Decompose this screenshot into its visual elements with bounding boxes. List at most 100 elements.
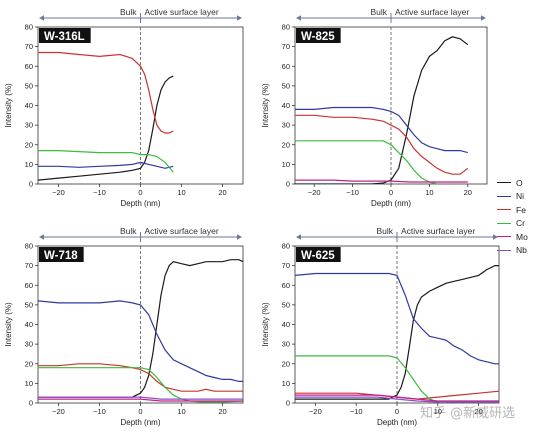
series-line-o	[38, 75, 174, 181]
series-line-ni	[38, 161, 174, 169]
y-tick-label: 20	[282, 359, 290, 368]
y-tick-label: 10	[25, 379, 33, 388]
y-tick-label: 40	[282, 320, 290, 329]
y-tick-label: 20	[25, 359, 33, 368]
y-tick-label: 10	[25, 160, 33, 169]
legend-item-ni: Ni	[497, 190, 528, 204]
bulk-arrowhead	[39, 15, 44, 21]
y-tick-label: 40	[282, 101, 290, 110]
x-tick-label: 10	[425, 188, 433, 197]
plot-frame	[294, 26, 488, 185]
y-tick-label: 0	[286, 399, 290, 408]
x-tick-label: 0	[395, 407, 399, 416]
legend-item-o: O	[497, 176, 528, 190]
legend-swatch-cr	[497, 222, 511, 224]
series-line-fe	[38, 363, 243, 392]
surface-label: Active surface layer	[145, 226, 219, 236]
y-tick-label: 10	[282, 379, 290, 388]
series-line-mo	[38, 398, 243, 402]
legend-label-cr: Cr	[516, 218, 525, 229]
y-tick-label: 30	[25, 121, 33, 130]
y-tick-label: 30	[25, 340, 33, 349]
series-line-ni	[295, 272, 499, 365]
surface-arrowhead	[237, 234, 242, 240]
x-axis-label: Depth (nm)	[377, 418, 417, 427]
x-tick-label: −10	[350, 407, 363, 416]
x-tick-label: −20	[309, 407, 322, 416]
chart-panel-w-825: 0 10 20 30 40 50 60 70 80 −20 −10 0 10 20 Depth (nm) In…	[261, 7, 488, 208]
x-tick-label: 20	[464, 188, 472, 197]
surface-arrowhead	[237, 15, 242, 21]
surface-arrowhead	[493, 234, 498, 240]
watermark: 知乎 @新威研选	[420, 406, 516, 421]
x-tick-label: −10	[93, 407, 106, 416]
series-line-nb	[38, 396, 243, 400]
x-axis-label: Depth (nm)	[120, 199, 160, 208]
legend-item-cr: Cr	[497, 217, 528, 231]
x-tick-label: −20	[308, 188, 321, 197]
x-tick-label: −20	[52, 188, 65, 197]
y-tick-label: 60	[25, 62, 33, 71]
y-tick-label: 70	[282, 42, 290, 51]
y-tick-label: 30	[282, 340, 290, 349]
x-tick-label: 0	[138, 407, 142, 416]
x-axis-label: Depth (nm)	[371, 199, 411, 208]
bulk-arrowhead	[296, 234, 301, 240]
y-tick-label: 80	[25, 242, 33, 251]
series-line-ni	[38, 300, 243, 382]
x-tick-label: 20	[218, 188, 226, 197]
series-line-fe	[38, 51, 174, 134]
legend-item-fe: Fe	[497, 203, 528, 217]
y-tick-label: 10	[282, 160, 290, 169]
y-tick-label: 50	[282, 81, 290, 90]
chart-panel-w-718: 0 10 20 30 40 50 60 70 80 −20 −10 0 10 20 Depth (nm) In…	[4, 226, 244, 427]
panel-title-badge	[296, 247, 341, 262]
y-tick-label: 20	[282, 140, 290, 149]
series-line-o	[295, 265, 499, 400]
panel-title: W-316L	[44, 31, 85, 43]
y-tick-label: 80	[282, 23, 290, 32]
series-line-o	[38, 259, 243, 398]
series-line-cr	[295, 140, 438, 184]
x-tick-label: −10	[93, 188, 106, 197]
y-tick-label: 0	[29, 180, 33, 189]
legend-label-fe: Fe	[516, 204, 526, 215]
y-tick-label: 20	[25, 140, 33, 149]
panel-title: W-625	[301, 250, 335, 262]
plot-frame	[37, 26, 244, 185]
x-axis-label: Depth (nm)	[120, 418, 160, 427]
series-line-cr	[38, 150, 174, 173]
legend-swatch-ni	[497, 195, 511, 197]
x-tick-label: 0	[138, 188, 142, 197]
x-tick-label: −10	[346, 188, 359, 197]
plot-frame	[37, 245, 244, 404]
y-tick-label: 60	[282, 62, 290, 71]
x-tick-label: −20	[52, 407, 65, 416]
x-tick-label: 20	[218, 407, 226, 416]
y-axis-label: Intensity (%)	[4, 302, 13, 347]
legend-item-mo: Mo	[497, 230, 528, 244]
y-tick-label: 70	[282, 261, 290, 270]
y-tick-label: 50	[282, 300, 290, 309]
y-tick-label: 30	[282, 121, 290, 130]
y-tick-label: 50	[25, 300, 33, 309]
legend-label-o: O	[516, 177, 523, 188]
y-tick-label: 60	[25, 281, 33, 290]
y-tick-label: 80	[25, 23, 33, 32]
panel-title: W-825	[301, 31, 335, 43]
y-tick-label: 40	[25, 320, 33, 329]
bulk-label: Bulk	[370, 7, 387, 17]
panel-title-badge	[39, 28, 91, 43]
plot-frame	[294, 245, 500, 404]
y-tick-label: 0	[29, 399, 33, 408]
y-tick-label: 40	[25, 101, 33, 110]
series-line-nb	[295, 396, 499, 403]
surface-label: Active surface layer	[145, 7, 219, 17]
bulk-label: Bulk	[120, 226, 137, 236]
y-tick-label: 0	[286, 180, 290, 189]
x-tick-label: 20	[474, 407, 482, 416]
legend-item-nb: Nb	[497, 244, 528, 258]
y-tick-label: 50	[25, 81, 33, 90]
series-line-o	[295, 36, 469, 184]
